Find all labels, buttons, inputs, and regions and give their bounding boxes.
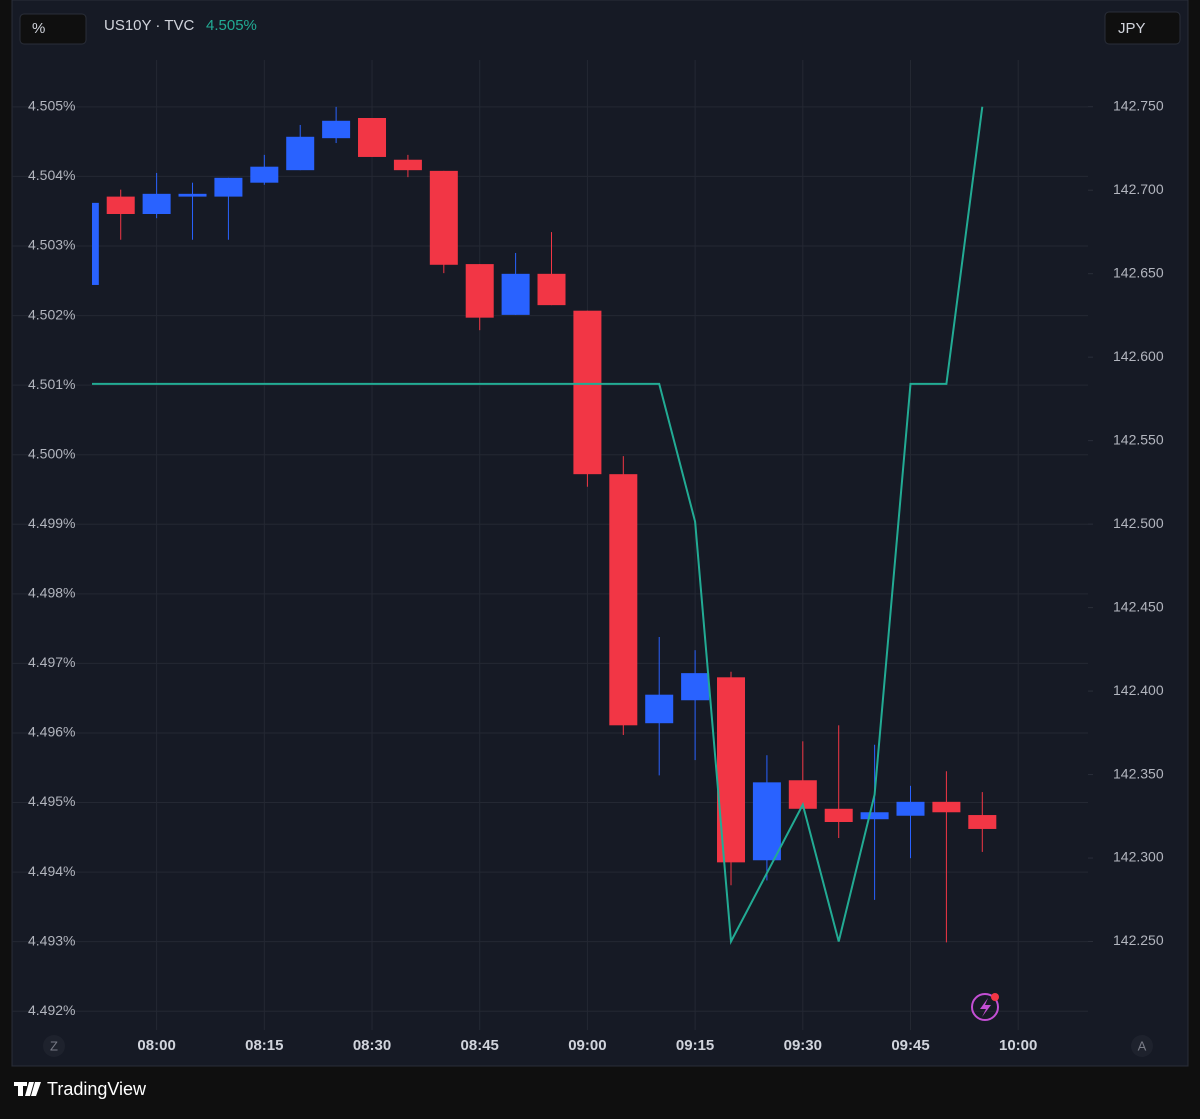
currency-button[interactable] [1104, 11, 1181, 45]
y2-tick-label: 142.500 [1113, 515, 1164, 531]
candle-body [286, 136, 315, 171]
chart-panel [11, 0, 1189, 1067]
last-value: 4.505% [206, 17, 257, 34]
y2-tick-label: 142.700 [1113, 181, 1164, 197]
unit-button[interactable] [19, 13, 87, 45]
y2-tick-label: 142.450 [1113, 598, 1164, 614]
y2-tick-label: 142.250 [1113, 932, 1164, 948]
y-tick-label: 4.492% [28, 1002, 75, 1018]
unit-button-label: % [32, 20, 45, 37]
y2-tick-label: 142.350 [1113, 765, 1164, 781]
candle-body [322, 120, 351, 139]
y-tick-label: 4.495% [28, 793, 75, 809]
y2-tick-label: 142.750 [1113, 97, 1164, 113]
candle-body [932, 801, 961, 813]
brand: TradingView [47, 1079, 147, 1099]
candle-body [645, 694, 674, 724]
y-tick-label: 4.505% [28, 98, 75, 114]
candle-body [609, 474, 638, 726]
y-tick-label: 4.497% [28, 654, 75, 670]
candle-body [860, 812, 889, 820]
y-tick-label: 4.501% [28, 376, 75, 392]
scale-button[interactable] [43, 1035, 65, 1057]
alert-icon[interactable] [971, 993, 999, 1021]
x-tick-label: 08:45 [461, 1037, 499, 1054]
candle-body [106, 196, 135, 214]
candle-body [573, 310, 602, 475]
line-series [92, 106, 984, 946]
x-tick-label: 09:45 [891, 1037, 929, 1054]
candle-body [393, 159, 422, 171]
candle-body [429, 170, 458, 265]
candle-body [896, 801, 925, 816]
candle-body [214, 177, 243, 197]
y-tick-label: 4.493% [28, 932, 75, 948]
y-tick-label: 4.498% [28, 585, 75, 601]
x-tick-label: 09:15 [676, 1037, 714, 1054]
x-tick-label: 08:00 [137, 1037, 175, 1054]
candle-body [250, 166, 279, 183]
x-tick-label: 09:00 [568, 1037, 606, 1054]
y-tick-label: 4.496% [28, 724, 75, 740]
plot [92, 106, 997, 946]
scale-button-label: Z [50, 1038, 58, 1053]
candle-body [465, 264, 494, 318]
candle-body [501, 273, 530, 315]
axes: 4.505% 4.504% 4.503% 4.502% 4.501% 4.500% 4.49… [28, 97, 1164, 1054]
candle-body [824, 808, 853, 822]
y2-tick-label: 142.300 [1113, 849, 1164, 865]
candle-body [142, 193, 171, 214]
candle-body [681, 673, 710, 701]
candle-body [92, 202, 99, 285]
scale-button-label: A [1138, 1038, 1147, 1053]
y-tick-label: 4.502% [28, 306, 75, 322]
x-tick-label: 08:15 [245, 1037, 283, 1054]
x-tick-label: 09:30 [784, 1037, 822, 1054]
symbol: US10Y · TVC [104, 17, 194, 34]
y2-tick-label: 142.650 [1113, 264, 1164, 280]
candle-body [178, 193, 207, 197]
y-tick-label: 4.503% [28, 237, 75, 253]
brand-logo[interactable] [14, 1082, 41, 1096]
currency-button-label: JPY [1118, 20, 1146, 37]
x-tick-label: 08:30 [353, 1037, 391, 1054]
x-tick-label: 10:00 [999, 1037, 1037, 1054]
y2-tick-label: 142.550 [1113, 431, 1164, 447]
candle-body [537, 273, 566, 306]
y2-tick-label: 142.600 [1113, 348, 1164, 364]
candle-body [968, 815, 997, 829]
y-tick-label: 4.504% [28, 167, 75, 183]
scale-button[interactable] [1131, 1035, 1153, 1057]
candle-body [752, 782, 781, 861]
y-tick-label: 4.494% [28, 863, 75, 879]
candle-body [358, 118, 387, 157]
y-tick-label: 4.499% [28, 515, 75, 531]
y2-tick-label: 142.400 [1113, 682, 1164, 698]
y-tick-label: 4.500% [28, 445, 75, 461]
